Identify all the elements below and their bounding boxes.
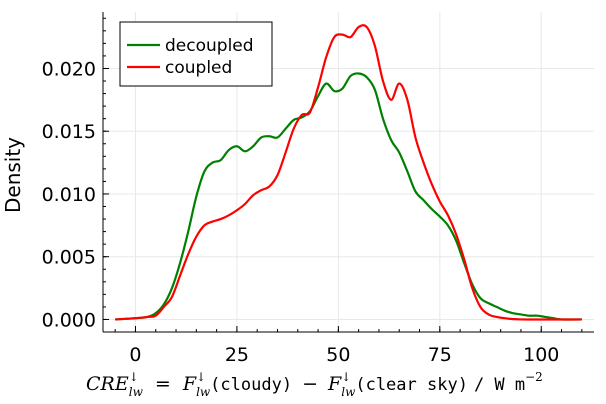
legend-box bbox=[119, 21, 273, 87]
legend-label-coupled: coupled bbox=[165, 58, 232, 78]
y-tick-label: 0.010 bbox=[42, 184, 96, 206]
series-line-decoupled bbox=[115, 72, 582, 321]
x-axis-title: CRE↓ lw = F↓ lw(cloudy) − F↓ lw(clear sky) / W m… bbox=[86, 370, 543, 399]
legend: decoupled coupled bbox=[119, 21, 273, 87]
x-tick-label: 50 bbox=[326, 344, 350, 366]
axes bbox=[102, 12, 594, 333]
legend-label-decoupled: decoupled bbox=[165, 36, 254, 56]
series-line-coupled bbox=[115, 24, 582, 321]
x-tick-label: 25 bbox=[225, 344, 249, 366]
y-tick-label: 0.020 bbox=[42, 58, 96, 80]
x-tick-label: 0 bbox=[129, 344, 141, 366]
y-tick-label: 0.015 bbox=[42, 121, 96, 143]
y-tick-label: 0.000 bbox=[42, 309, 96, 331]
x-tick-label: 75 bbox=[428, 344, 452, 366]
x-tick-label: 100 bbox=[523, 344, 559, 366]
y-axis-title: Density bbox=[1, 137, 25, 213]
tick-labels: 0 25 50 75 100 0.000 0.005 0.010 0.015 0.020 bbox=[42, 58, 560, 366]
y-tick-label: 0.005 bbox=[42, 247, 96, 269]
series-lines bbox=[115, 24, 582, 321]
